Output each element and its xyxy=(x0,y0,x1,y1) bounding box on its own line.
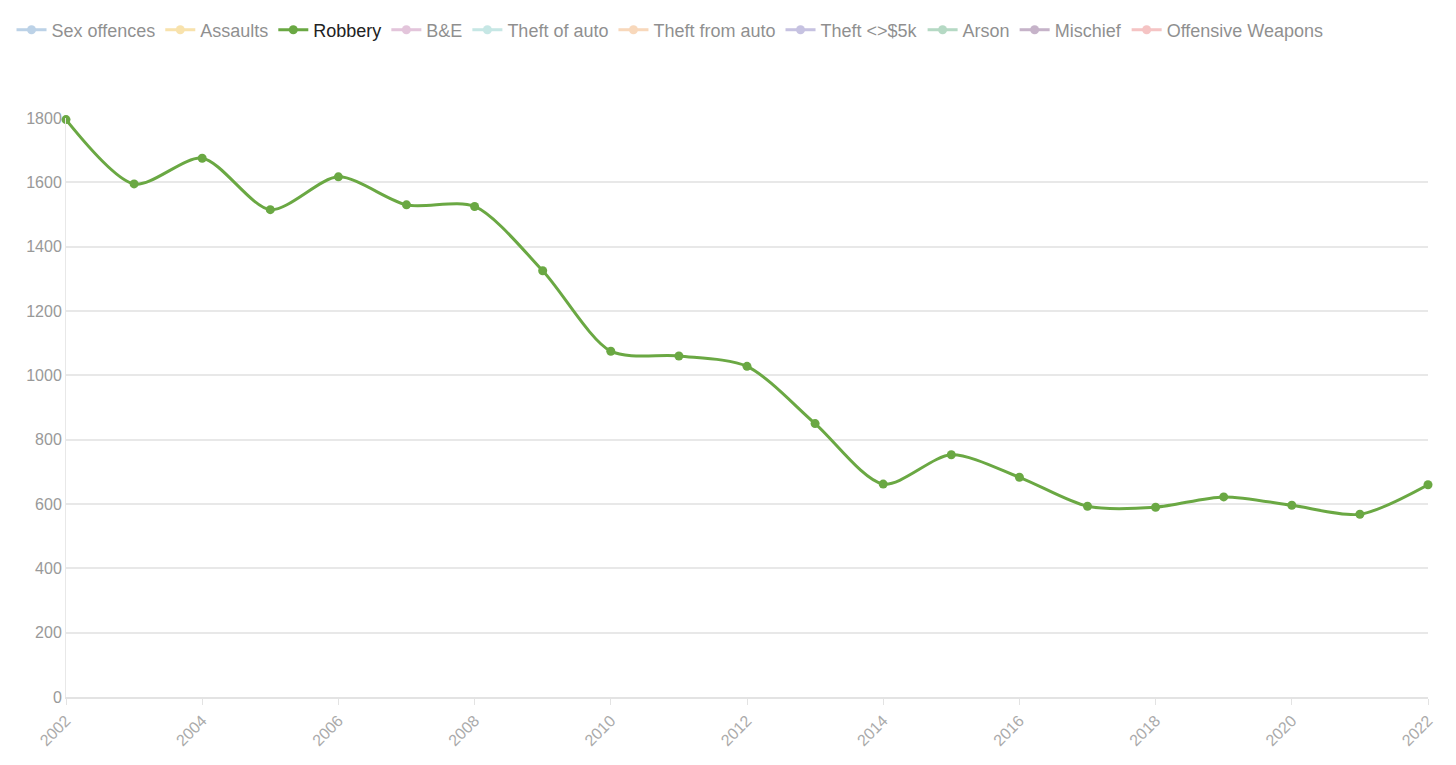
svg-text:1000: 1000 xyxy=(26,367,62,384)
svg-text:1800: 1800 xyxy=(26,110,62,127)
svg-text:800: 800 xyxy=(35,431,62,448)
svg-text:600: 600 xyxy=(35,496,62,513)
svg-text:2008: 2008 xyxy=(445,712,482,749)
svg-text:1400: 1400 xyxy=(26,238,62,255)
svg-text:2004: 2004 xyxy=(173,712,210,749)
svg-text:2016: 2016 xyxy=(990,712,1027,749)
svg-text:2002: 2002 xyxy=(37,712,74,749)
svg-text:Theft <>$5k: Theft <>$5k xyxy=(821,21,918,41)
svg-text:2014: 2014 xyxy=(854,712,891,749)
svg-text:Robbery: Robbery xyxy=(313,21,381,41)
svg-text:2018: 2018 xyxy=(1126,712,1163,749)
svg-text:Arson: Arson xyxy=(963,21,1010,41)
svg-text:Theft from auto: Theft from auto xyxy=(653,21,775,41)
svg-text:2020: 2020 xyxy=(1262,712,1299,749)
svg-text:2010: 2010 xyxy=(581,712,618,749)
svg-text:2006: 2006 xyxy=(309,712,346,749)
svg-text:Offensive Weapons: Offensive Weapons xyxy=(1167,21,1323,41)
svg-text:2022: 2022 xyxy=(1399,712,1436,749)
svg-text:1200: 1200 xyxy=(26,303,62,320)
svg-text:Mischief: Mischief xyxy=(1055,21,1122,41)
svg-text:400: 400 xyxy=(35,560,62,577)
svg-text:1600: 1600 xyxy=(26,174,62,191)
svg-text:0: 0 xyxy=(53,689,62,706)
svg-text:Sex offences: Sex offences xyxy=(52,21,156,41)
svg-text:200: 200 xyxy=(35,624,62,641)
svg-text:2012: 2012 xyxy=(718,712,755,749)
svg-text:Theft of auto: Theft of auto xyxy=(507,21,608,41)
svg-text:Assaults: Assaults xyxy=(200,21,268,41)
svg-text:B&E: B&E xyxy=(426,21,462,41)
